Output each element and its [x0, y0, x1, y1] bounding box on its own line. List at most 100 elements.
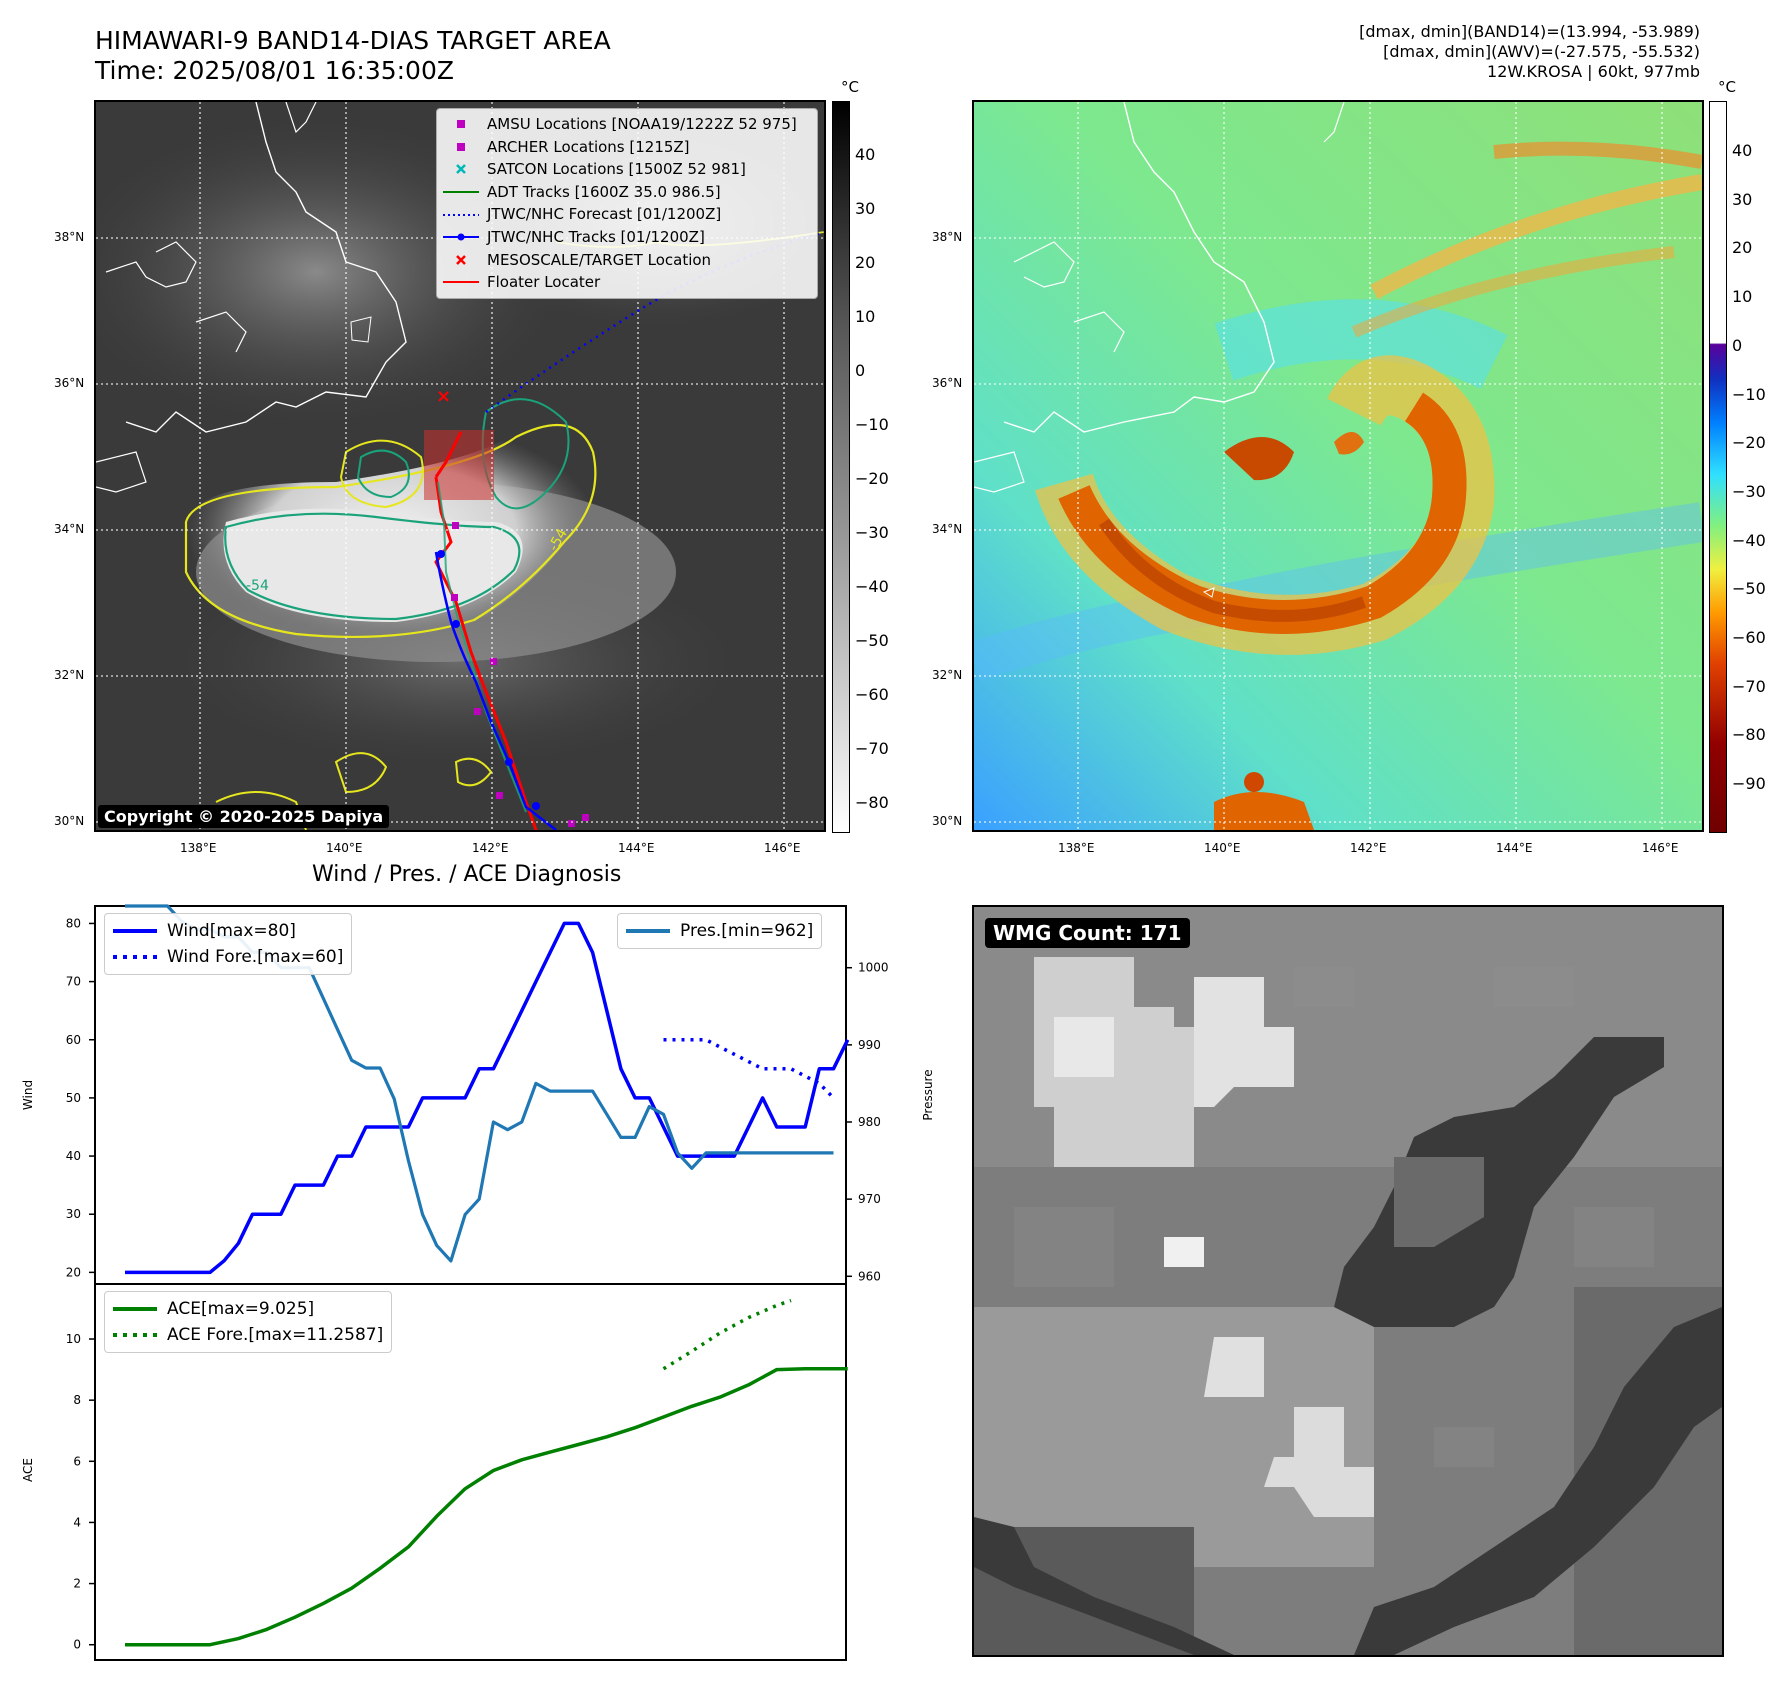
- map-legend-item: JTWC/NHC Forecast [01/1200Z]: [443, 203, 811, 226]
- colorbar-tick: 0: [855, 361, 866, 380]
- legend-symbol-icon: [443, 252, 479, 268]
- wind-legend: Wind[max=80] Wind Fore.[max=60]: [104, 913, 353, 975]
- colorbar-tick: −60: [1732, 628, 1766, 647]
- lon-tick-label: 138°E: [180, 841, 217, 855]
- colorbar-tick: −20: [1732, 433, 1766, 453]
- series-line-0: [125, 921, 850, 1275]
- colorbar-tick: −50: [855, 631, 889, 650]
- map-legend-item: ARCHER Locations [1215Z]: [443, 136, 811, 159]
- map-legend-item: SATCON Locations [1500Z 52 981]: [443, 158, 811, 181]
- lon-tick-label: 142°E: [472, 841, 509, 855]
- legend-ace-forecast-label: ACE Fore.[max=11.2587]: [167, 1325, 384, 1345]
- colorbar-tick: −90: [1732, 774, 1766, 794]
- legend-symbol-icon: [443, 207, 479, 223]
- lat-tick-label: 38°N: [54, 230, 85, 244]
- legend-symbol-icon: [443, 274, 479, 290]
- map-legend-label: Floater Locater: [487, 273, 601, 292]
- colorbar-tick: −10: [855, 415, 889, 434]
- colorbar-left-ticks: 40 30 20 10 0 −10 −20 −30 −40 −50 −60 −70 −80: [855, 101, 905, 831]
- lat-tick-label: 32°N: [54, 668, 85, 682]
- chart-title-line2: Time: 2025/08/01 16:35:00Z: [95, 56, 454, 85]
- legend-symbol-icon: [443, 184, 479, 200]
- wind-ytick-label: 40: [66, 1149, 81, 1163]
- pressure-ytick-label: 970: [858, 1192, 881, 1206]
- legend-symbol-icon: [443, 229, 479, 245]
- wmg-image: [974, 907, 1722, 1655]
- legend-symbol-icon: [443, 139, 479, 155]
- pressure-legend: Pres.[min=962]: [617, 913, 823, 949]
- colorbar-tick: 10: [855, 307, 876, 326]
- ace-axis-label: ACE: [21, 1458, 35, 1482]
- ace-series-line-1: [662, 1298, 792, 1371]
- pressure-ytick-label: 980: [858, 1115, 881, 1129]
- ace-series-line-0: [125, 1367, 848, 1647]
- lat-tick-label: 36°N: [54, 376, 85, 390]
- colorbar-tick: 10: [1732, 287, 1753, 307]
- lat-tick-label: 38°N: [932, 230, 963, 244]
- wind-ytick-label: 50: [66, 1091, 81, 1105]
- chart-title-line1: HIMAWARI-9 BAND14-DIAS TARGET AREA: [95, 26, 611, 55]
- map-legend-label: JTWC/NHC Forecast [01/1200Z]: [487, 205, 722, 224]
- legend-wind-label: Wind[max=80]: [167, 921, 296, 941]
- colorbar-tick: 30: [1732, 189, 1753, 209]
- ace-ytick-label: 8: [73, 1393, 81, 1407]
- wind-ytick-label: 80: [66, 916, 81, 930]
- wmg-count-badge: WMG Count: 171: [985, 918, 1190, 948]
- ace-ytick-label: 4: [73, 1515, 81, 1529]
- colorbar-tick: −80: [1732, 725, 1766, 745]
- wind-axis-label: Wind: [21, 1080, 35, 1110]
- lat-tick-label: 30°N: [54, 814, 85, 828]
- ace-ytick-label: 6: [73, 1454, 81, 1468]
- ir-map-panel: × -54 -54 AMSU Locations [NOAA19/1222Z 5…: [94, 100, 826, 832]
- map-legend-label: MESOSCALE/TARGET Location: [487, 250, 712, 269]
- map-legend-item: JTWC/NHC Tracks [01/1200Z]: [443, 226, 811, 249]
- legend-ace-label: ACE[max=9.025]: [167, 1299, 315, 1319]
- colorbar-right-unit: °C: [1718, 78, 1736, 96]
- awv-map-image: [974, 102, 1702, 830]
- map-legend-label: AMSU Locations [NOAA19/1222Z 52 975]: [487, 115, 797, 133]
- colorbar-tick: −60: [855, 685, 889, 704]
- pressure-axis-label: Pressure: [921, 1069, 935, 1120]
- colorbar-tick: 20: [855, 253, 876, 272]
- lon-tick-label: 142°E: [1350, 841, 1387, 855]
- colorbar-tick: 30: [855, 199, 876, 218]
- ace-ytick-label: 2: [73, 1577, 81, 1591]
- info-line2: [dmax, dmin](AWV)=(-27.575, -55.532): [1383, 42, 1700, 61]
- map-legend-label: JTWC/NHC Tracks [01/1200Z]: [487, 227, 705, 246]
- ace-legend: ACE[max=9.025] ACE Fore.[max=11.2587]: [104, 1291, 393, 1353]
- pressure-ytick-label: 1000: [858, 961, 889, 975]
- info-line3: 12W.KROSA | 60kt, 977mb: [1487, 62, 1700, 81]
- wind-ytick-label: 60: [66, 1033, 81, 1047]
- colorbar-tick: −80: [855, 793, 889, 812]
- pressure-ytick-label: 990: [858, 1038, 881, 1052]
- colorbar-tick: −50: [1732, 579, 1766, 599]
- wmg-panel: WMG Count: 171: [972, 905, 1724, 1657]
- colorbar-tick: 40: [1732, 141, 1753, 160]
- wind-ytick-label: 70: [66, 975, 81, 989]
- map-legend-label: SATCON Locations [1500Z 52 981]: [487, 160, 746, 179]
- lon-tick-label: 146°E: [1642, 841, 1679, 855]
- colorbar-right: [1709, 101, 1727, 833]
- colorbar-tick: −30: [855, 523, 889, 542]
- colorbar-right-ticks: 40 30 20 10 0 −10 −20 −30 −40 −50 −60 −70 −80 −90: [1732, 101, 1782, 831]
- lon-tick-label: 144°E: [1496, 841, 1533, 855]
- info-line1: [dmax, dmin](BAND14)=(13.994, -53.989): [1359, 22, 1700, 41]
- colorbar-tick: −30: [1732, 481, 1766, 501]
- copyright-label: Copyright © 2020-2025 Dapiya: [98, 805, 390, 828]
- lat-tick-label: 34°N: [54, 522, 85, 536]
- colorbar-tick: −70: [855, 739, 889, 758]
- legend-symbol-icon: [443, 116, 479, 132]
- series-line-1: [663, 1038, 835, 1100]
- legend-pressure: Pres.[min=962]: [626, 918, 813, 944]
- pressure-ytick-label: 960: [858, 1269, 881, 1283]
- lon-tick-label: 144°E: [618, 841, 655, 855]
- colorbar-tick: 40: [855, 145, 876, 164]
- lon-tick-label: 140°E: [1204, 841, 1241, 855]
- legend-ace: ACE[max=9.025]: [113, 1296, 383, 1322]
- lat-tick-label: 30°N: [932, 814, 963, 828]
- diagnosis-title: Wind / Pres. / ACE Diagnosis: [312, 862, 622, 887]
- map-legend-item: ADT Tracks [1600Z 35.0 986.5]: [443, 181, 811, 204]
- ace-ytick-label: 10: [66, 1332, 81, 1346]
- ace-ytick-label: 0: [73, 1638, 81, 1652]
- lat-tick-label: 34°N: [932, 522, 963, 536]
